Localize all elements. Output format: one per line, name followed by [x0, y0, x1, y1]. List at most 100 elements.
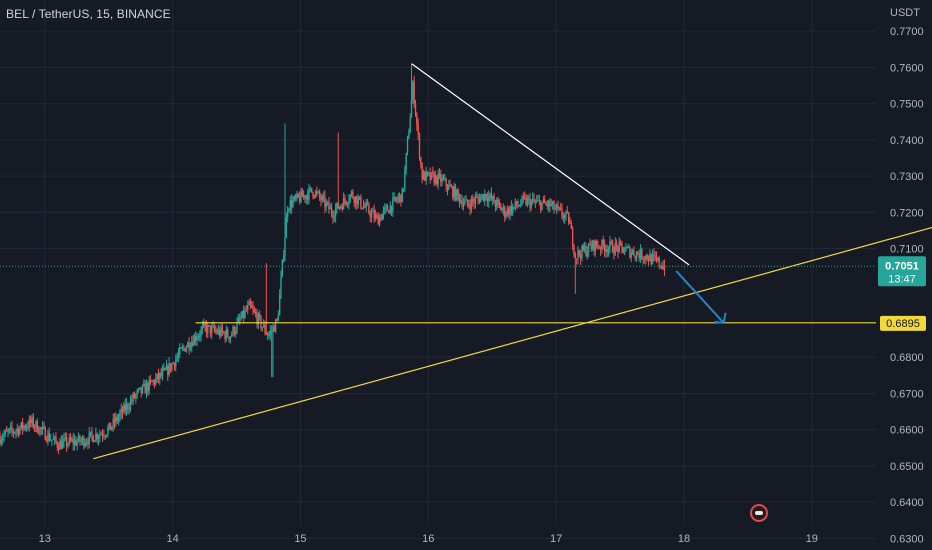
candle-body [192, 341, 194, 346]
candle-body [409, 117, 411, 133]
candle-body [196, 338, 198, 341]
time-axis[interactable]: 13 14 15 16 17 18 19 [39, 533, 818, 545]
candle-body [465, 199, 467, 201]
candle-body [176, 357, 178, 360]
candle-body [95, 433, 97, 441]
candle-body [408, 132, 410, 139]
candle-body [184, 347, 186, 352]
symbol-title[interactable]: BEL / TetherUS, 15, BINANCE [6, 7, 171, 21]
price-axis[interactable]: 0.7700 0.7600 0.7500 0.7400 0.7300 0.7200 0.71… [890, 7, 924, 545]
candle-body [430, 172, 433, 180]
candle-body [65, 437, 68, 447]
candle-body [217, 329, 220, 334]
candle-body [474, 197, 477, 204]
candle-body [336, 202, 338, 209]
candle-body [52, 438, 54, 440]
drawings-layer [0, 63, 932, 460]
candle-body [321, 196, 323, 201]
price-axis-currency: USDT [890, 7, 920, 19]
candle-body [168, 363, 170, 375]
candle-body [175, 359, 177, 367]
candle-body [571, 228, 574, 247]
candle-body [500, 204, 502, 211]
candle-body [272, 326, 274, 331]
candle-body [538, 200, 541, 202]
candle-body [535, 200, 538, 202]
candle-body [1, 437, 4, 441]
candle-body [139, 387, 141, 389]
candle-body [63, 438, 65, 442]
candle-body [646, 255, 648, 260]
candle-body [256, 314, 258, 325]
candle-body [152, 380, 154, 382]
candle-body [512, 206, 514, 214]
candle-body [257, 314, 260, 325]
candle-body [317, 191, 319, 193]
candle-body [293, 196, 296, 201]
candle-body [45, 439, 48, 442]
chart-grid [0, 0, 876, 539]
candle-body [601, 239, 603, 250]
candle-body [334, 208, 337, 217]
candle-body [120, 408, 122, 414]
candle-body [197, 336, 200, 339]
candle-body [135, 394, 137, 398]
candle-body [285, 217, 288, 239]
candle-body [570, 223, 573, 229]
candle-body [332, 213, 334, 218]
candle-body [304, 195, 306, 199]
candle-body [433, 173, 435, 184]
candle-body [565, 211, 567, 216]
candle-body [284, 238, 286, 257]
time-tick-label: 14 [166, 533, 178, 545]
candle-body [472, 198, 474, 202]
candle-body [623, 251, 626, 253]
candle-body [590, 245, 592, 249]
candle-body [32, 416, 34, 427]
candle-body [300, 191, 302, 203]
candle-body [310, 187, 313, 192]
candle-body [575, 258, 578, 260]
candle-body [490, 193, 493, 200]
candle-body [547, 200, 550, 207]
candle-body [533, 198, 535, 202]
candle-body [320, 197, 322, 201]
candle-body [458, 194, 461, 203]
candle-body [504, 207, 506, 217]
candle-body [123, 404, 125, 413]
candle-body [461, 200, 463, 207]
candle-body [129, 400, 132, 409]
candle-body [629, 246, 631, 258]
candle-body [402, 188, 405, 190]
candle-body [116, 416, 118, 421]
candle-body [128, 408, 130, 410]
candle-body [597, 245, 599, 248]
logo-icon [750, 504, 768, 522]
candle-body [457, 189, 459, 195]
candle-body [159, 372, 161, 380]
candle-body [577, 250, 579, 259]
candle-body [488, 196, 490, 202]
time-tick-label: 17 [550, 533, 562, 545]
candle-body [0, 440, 3, 444]
candle-body [396, 199, 398, 201]
candle-body [657, 258, 659, 260]
candle-body [420, 157, 422, 165]
candle-body [394, 197, 397, 200]
candle-body [381, 214, 383, 221]
candle-body [177, 354, 180, 358]
candle-body [111, 426, 113, 430]
candle-body [40, 427, 42, 430]
candle-body [551, 201, 554, 205]
candle-body [549, 200, 551, 206]
candle-body [305, 195, 307, 199]
candle-body [341, 205, 343, 210]
candle-body [99, 434, 101, 438]
candle-body [84, 443, 86, 447]
candle-body [167, 365, 169, 375]
candle-body [484, 193, 486, 201]
candle-body [545, 203, 547, 205]
candle-body [460, 200, 462, 203]
candle-body [428, 172, 430, 174]
